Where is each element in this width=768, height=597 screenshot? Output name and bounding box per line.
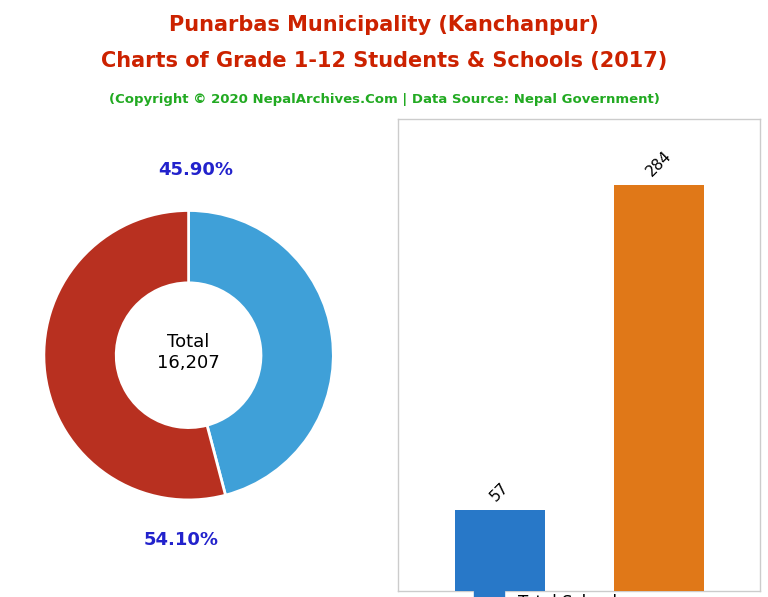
Bar bbox=[614, 185, 704, 591]
Text: Punarbas Municipality (Kanchanpur): Punarbas Municipality (Kanchanpur) bbox=[169, 15, 599, 35]
Text: 57: 57 bbox=[488, 479, 512, 504]
Bar bbox=[455, 510, 545, 591]
Text: (Copyright © 2020 NepalArchives.Com | Data Source: Nepal Government): (Copyright © 2020 NepalArchives.Com | Da… bbox=[108, 93, 660, 106]
Text: Charts of Grade 1-12 Students & Schools (2017): Charts of Grade 1-12 Students & Schools … bbox=[101, 51, 667, 71]
Text: 45.90%: 45.90% bbox=[158, 161, 233, 179]
Text: Total
16,207: Total 16,207 bbox=[157, 333, 220, 372]
Text: 284: 284 bbox=[644, 149, 674, 180]
Wedge shape bbox=[189, 211, 333, 495]
Text: 54.10%: 54.10% bbox=[144, 531, 219, 549]
Wedge shape bbox=[44, 211, 226, 500]
Legend: Total Schools, Students per School: Total Schools, Students per School bbox=[468, 584, 691, 597]
